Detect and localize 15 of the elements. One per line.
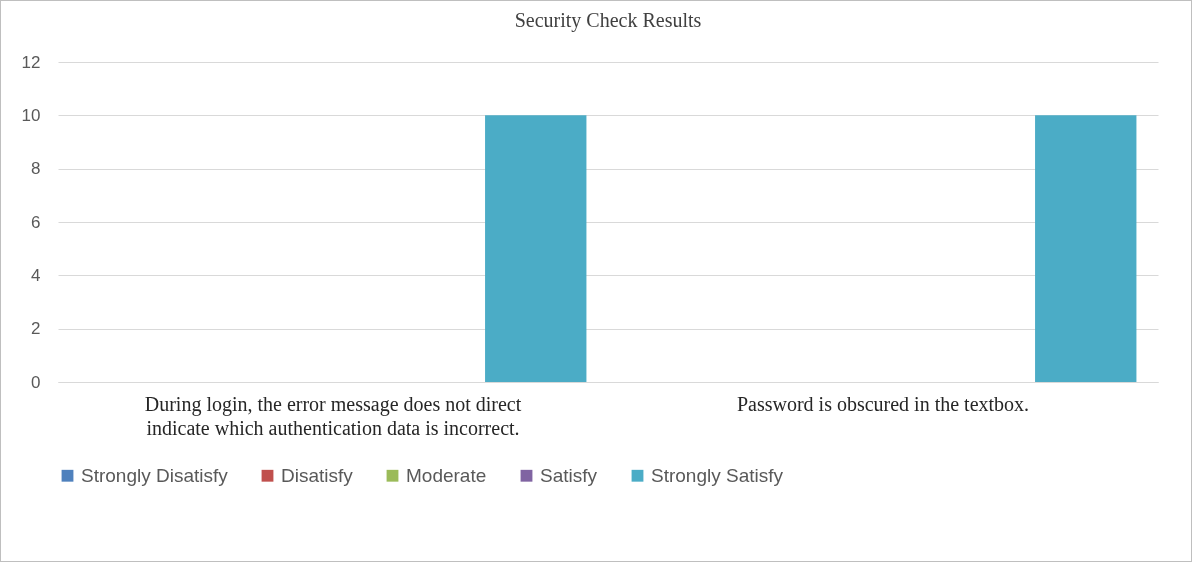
y-tick-label: 4 bbox=[31, 265, 41, 285]
x-tick-label: During login, the error message does not direct indicate which authentication data is incorrect. bbox=[144, 392, 522, 439]
y-tick-label: 10 bbox=[21, 105, 41, 125]
y-tick-label: 8 bbox=[31, 159, 41, 179]
y-tick-label: 2 bbox=[31, 319, 41, 339]
y-tick-label: 12 bbox=[21, 52, 41, 72]
x-tick-label: Password is obscured in the textbox. bbox=[736, 392, 1030, 415]
chart-title: Security Check Results bbox=[514, 9, 702, 32]
legend-label: Satisfy bbox=[540, 464, 598, 486]
legend-label: Strongly Satisfy bbox=[651, 464, 784, 486]
legend-label: Strongly Disatisfy bbox=[81, 464, 229, 486]
legend-label: Moderate bbox=[406, 464, 487, 486]
y-tick-label: 0 bbox=[31, 372, 41, 392]
y-tick-label: 6 bbox=[31, 212, 41, 232]
legend-label: Disatisfy bbox=[281, 464, 354, 486]
